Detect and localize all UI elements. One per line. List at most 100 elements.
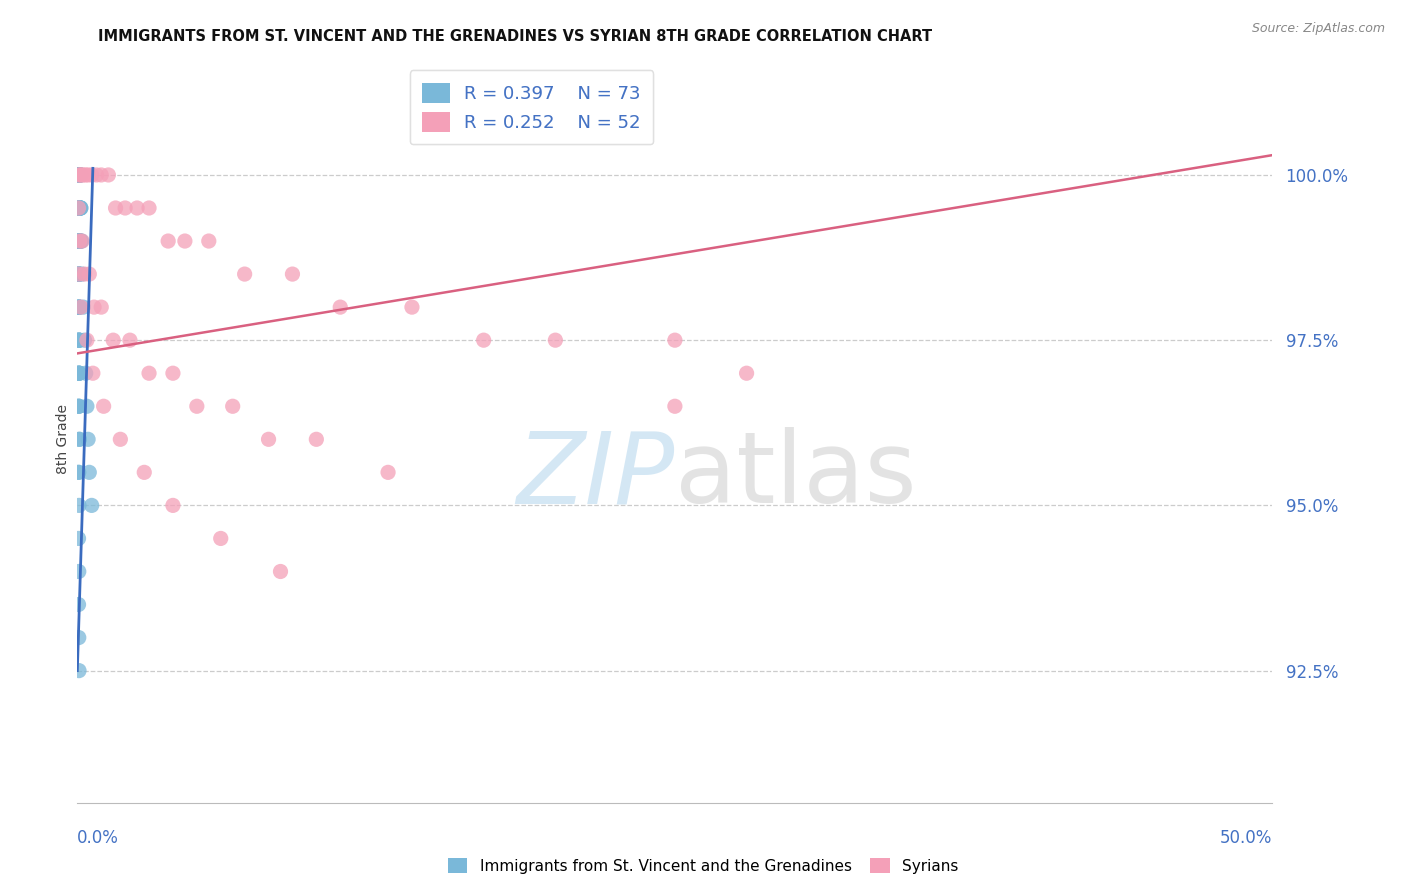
Point — [67, 201, 90, 215]
Point — [67, 432, 90, 446]
Point — [86, 168, 108, 182]
Point — [70, 168, 93, 182]
Point — [73, 267, 96, 281]
Point — [70, 234, 93, 248]
Point — [67, 168, 90, 182]
Point — [67, 333, 90, 347]
Point — [544, 333, 567, 347]
Point — [69, 201, 91, 215]
Point — [162, 366, 184, 380]
Point — [90, 300, 112, 314]
Point — [67, 300, 90, 314]
Point — [67, 366, 90, 380]
Point — [67, 267, 90, 281]
Point — [69, 333, 91, 347]
Text: 0.0%: 0.0% — [77, 829, 120, 847]
Point — [75, 366, 97, 380]
Point — [67, 267, 90, 281]
Point — [377, 466, 399, 480]
Point — [72, 300, 94, 314]
Point — [70, 267, 93, 281]
Legend: Immigrants from St. Vincent and the Grenadines, Syrians: Immigrants from St. Vincent and the Gren… — [441, 852, 965, 880]
Point — [69, 168, 91, 182]
Point — [69, 168, 91, 182]
Point — [67, 201, 90, 215]
Point — [67, 168, 90, 182]
Point — [67, 201, 90, 215]
Point — [138, 366, 160, 380]
Point — [67, 366, 90, 380]
Point — [76, 333, 98, 347]
Point — [72, 168, 94, 182]
Point — [67, 201, 90, 215]
Point — [67, 366, 90, 380]
Point — [305, 432, 328, 446]
Point — [67, 466, 90, 480]
Point — [67, 664, 90, 678]
Point — [69, 201, 91, 215]
Point — [197, 234, 219, 248]
Point — [69, 267, 91, 281]
Point — [69, 168, 91, 182]
Point — [233, 267, 256, 281]
Point — [174, 234, 197, 248]
Point — [270, 565, 292, 579]
Point — [70, 300, 93, 314]
Text: atlas: atlas — [675, 427, 917, 524]
Point — [69, 432, 91, 446]
Point — [664, 399, 686, 413]
Point — [69, 168, 91, 182]
Point — [103, 333, 124, 347]
Point — [134, 466, 156, 480]
Point — [69, 234, 91, 248]
Point — [79, 267, 101, 281]
Point — [118, 333, 141, 347]
Point — [90, 168, 112, 182]
Point — [281, 267, 304, 281]
Point — [69, 300, 91, 314]
Point — [67, 333, 90, 347]
Point — [209, 532, 232, 546]
Text: Source: ZipAtlas.com: Source: ZipAtlas.com — [1251, 22, 1385, 36]
Point — [76, 399, 98, 413]
Point — [67, 234, 90, 248]
Point — [80, 499, 103, 513]
Text: IMMIGRANTS FROM ST. VINCENT AND THE GRENADINES VS SYRIAN 8TH GRADE CORRELATION C: IMMIGRANTS FROM ST. VINCENT AND THE GREN… — [98, 29, 932, 44]
Point — [67, 267, 90, 281]
Point — [69, 234, 91, 248]
Point — [67, 267, 90, 281]
Point — [69, 234, 91, 248]
Point — [69, 201, 91, 215]
Point — [104, 201, 127, 215]
Point — [77, 168, 100, 182]
Point — [67, 168, 90, 182]
Point — [67, 168, 90, 182]
Point — [69, 234, 91, 248]
Point — [69, 168, 91, 182]
Point — [83, 300, 105, 314]
Point — [67, 168, 90, 182]
Point — [67, 366, 90, 380]
Point — [472, 333, 495, 347]
Point — [67, 267, 90, 281]
Point — [67, 399, 90, 413]
Point — [162, 499, 184, 513]
Text: ZIP: ZIP — [516, 427, 675, 524]
Point — [67, 499, 90, 513]
Point — [80, 168, 103, 182]
Point — [69, 366, 91, 380]
Point — [401, 300, 423, 314]
Point — [67, 333, 90, 347]
Point — [67, 565, 90, 579]
Point — [93, 399, 115, 413]
Point — [97, 168, 120, 182]
Point — [70, 234, 93, 248]
Point — [77, 432, 100, 446]
Point — [67, 300, 90, 314]
Point — [329, 300, 352, 314]
Point — [69, 201, 91, 215]
Point — [67, 532, 90, 546]
Point — [69, 234, 91, 248]
Point — [67, 399, 90, 413]
Point — [75, 168, 97, 182]
